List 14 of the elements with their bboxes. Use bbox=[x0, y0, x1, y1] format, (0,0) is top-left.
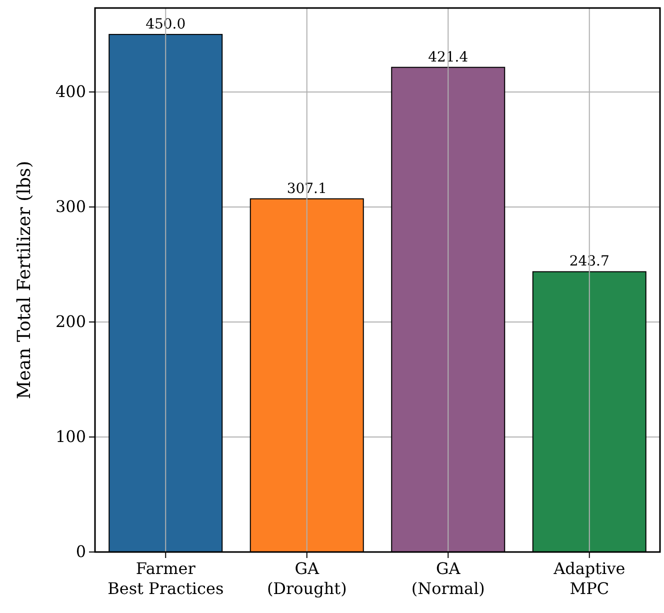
data-label: 450.0 bbox=[146, 16, 186, 32]
y-tick-label: 200 bbox=[55, 312, 86, 332]
y-tick-label: 100 bbox=[55, 427, 86, 446]
y-axis-title: Mean Total Fertilizer (lbs) bbox=[14, 160, 35, 400]
x-tick-label: GA (Normal) bbox=[411, 559, 485, 598]
y-tick-label: 300 bbox=[55, 197, 86, 216]
data-label: 243.7 bbox=[569, 254, 610, 270]
data-label: 307.1 bbox=[286, 180, 327, 197]
x-tick-label: Adaptive MPC bbox=[552, 559, 626, 598]
y-tick-label: 400 bbox=[55, 82, 86, 102]
x-tick-label: GA (Drought) bbox=[266, 559, 347, 598]
x-tick-label: Farmer Best Practices bbox=[108, 559, 224, 598]
y-tick-label: 0 bbox=[76, 542, 86, 562]
data-label: 421.4 bbox=[428, 49, 468, 66]
